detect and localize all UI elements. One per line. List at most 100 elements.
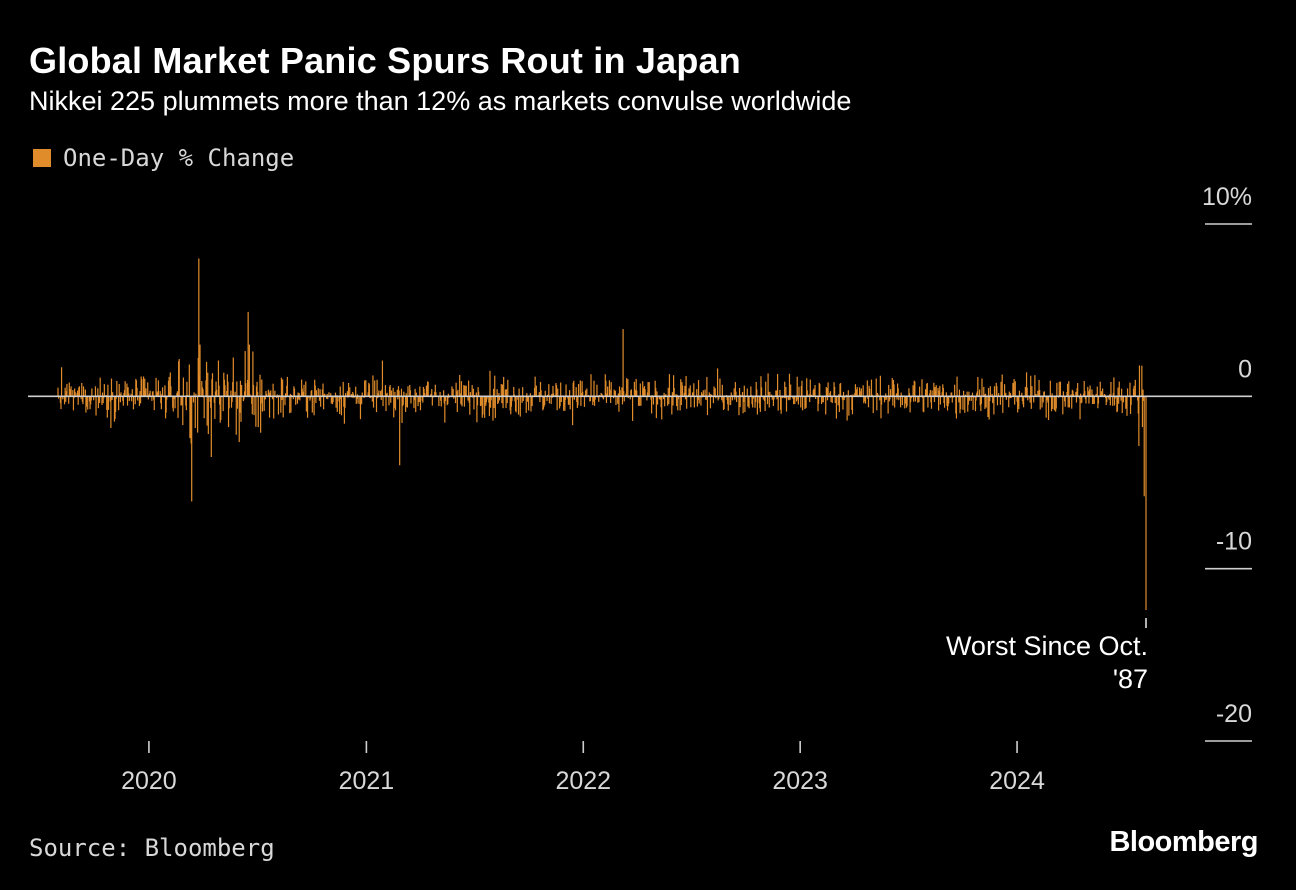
bar — [393, 396, 395, 408]
bar — [962, 396, 964, 410]
bar — [1102, 388, 1104, 397]
bar — [357, 396, 359, 404]
bar — [456, 396, 458, 412]
bar — [971, 392, 974, 397]
bar — [122, 396, 124, 406]
bar — [806, 378, 808, 397]
bar — [785, 386, 787, 397]
bar — [528, 396, 530, 411]
bar — [217, 360, 220, 397]
bar — [939, 385, 941, 397]
bar — [984, 396, 986, 410]
bar — [696, 396, 698, 407]
bar — [856, 387, 858, 397]
bar — [252, 351, 254, 397]
bar — [274, 390, 276, 397]
bar — [1068, 381, 1070, 397]
bar — [521, 396, 523, 403]
bar — [173, 396, 175, 400]
bar — [177, 396, 179, 418]
bar — [690, 396, 692, 408]
bar — [216, 389, 218, 397]
bar — [325, 396, 328, 399]
bar — [240, 396, 242, 422]
bar — [126, 396, 129, 406]
bar — [476, 396, 479, 406]
bar — [622, 329, 624, 397]
bar — [929, 389, 931, 397]
bar — [388, 396, 390, 406]
bar — [191, 396, 193, 502]
bar — [991, 393, 993, 397]
bar — [706, 396, 709, 416]
bar — [783, 396, 785, 399]
bar — [1129, 396, 1132, 414]
bar — [377, 396, 379, 399]
bar — [1095, 393, 1097, 397]
x-axis: 2020 2021 2022 2023 2024 — [121, 741, 1045, 795]
bar — [1142, 389, 1144, 397]
bar — [768, 396, 770, 408]
bar — [880, 396, 882, 419]
bar — [197, 396, 199, 433]
bar — [889, 396, 891, 400]
bar — [461, 396, 463, 407]
bar — [511, 396, 513, 402]
bar — [144, 378, 146, 397]
bar — [276, 394, 278, 397]
bar — [467, 396, 469, 401]
bar — [1002, 396, 1004, 413]
bar — [845, 394, 848, 397]
bar — [380, 396, 382, 400]
bar — [577, 396, 579, 406]
bar — [460, 396, 462, 405]
bar — [350, 393, 353, 397]
bar — [1039, 396, 1041, 410]
bar — [1129, 382, 1131, 397]
bar — [81, 382, 83, 397]
bar — [84, 389, 86, 397]
bar — [891, 378, 893, 397]
bar — [895, 393, 898, 397]
bar — [492, 388, 495, 397]
bar — [72, 390, 74, 397]
bar — [299, 396, 301, 401]
bar — [984, 393, 987, 397]
bar — [617, 393, 619, 397]
bar — [797, 396, 799, 405]
bar — [215, 381, 217, 397]
bar — [964, 394, 966, 397]
bar — [675, 396, 678, 407]
bar — [451, 386, 453, 397]
bar — [518, 388, 520, 397]
bar — [97, 396, 100, 409]
bar — [848, 396, 850, 416]
bar — [539, 381, 542, 397]
bar — [1021, 392, 1023, 397]
bar — [115, 396, 117, 399]
bar — [996, 386, 998, 397]
bar — [95, 396, 97, 416]
bar — [309, 396, 312, 399]
bar — [671, 396, 673, 415]
bar — [796, 396, 798, 402]
bar — [498, 393, 500, 397]
bar — [675, 394, 677, 397]
bar — [706, 376, 708, 397]
brand-logo: Bloomberg — [1109, 826, 1258, 858]
bar — [1104, 394, 1106, 397]
bar — [277, 396, 280, 415]
bar — [101, 392, 104, 397]
y-tick-label: -20 — [1216, 700, 1252, 728]
bar — [91, 388, 93, 397]
bar — [336, 396, 338, 412]
bar — [560, 382, 562, 397]
bar — [526, 393, 528, 397]
bar — [793, 396, 795, 405]
bar — [467, 380, 470, 397]
bar — [598, 396, 600, 402]
bar — [315, 396, 317, 404]
bar — [730, 392, 732, 397]
bar — [251, 396, 253, 415]
bar — [979, 389, 981, 397]
